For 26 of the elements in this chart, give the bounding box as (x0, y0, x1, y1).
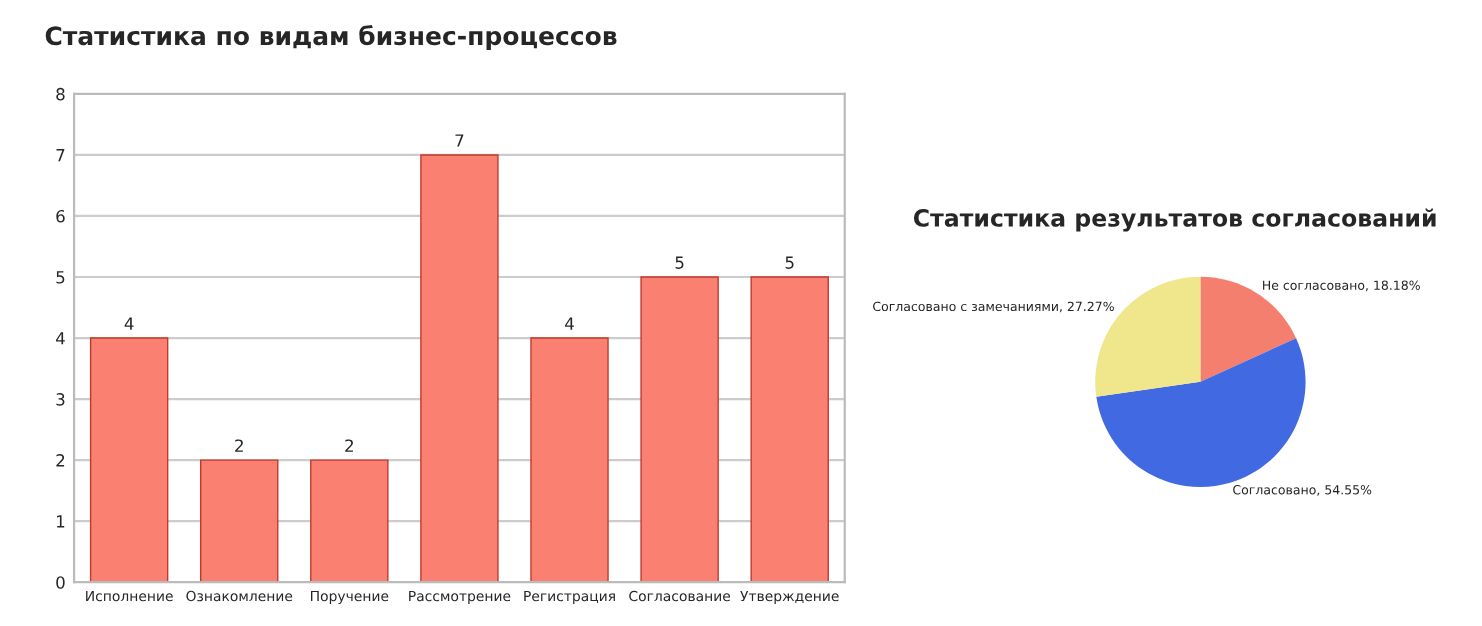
data-label: 4 (124, 317, 134, 330)
bar (420, 154, 499, 583)
y-tick-label: 1 (56, 515, 65, 528)
data-label: 2 (235, 439, 243, 452)
bar (89, 337, 169, 583)
y-tick-label: 4 (55, 332, 65, 345)
data-label: 5 (785, 256, 794, 269)
chart-title: Статистика по видам бизнес-процессов (45, 25, 617, 51)
data-label: 5 (675, 256, 684, 269)
y-tick-label: 8 (56, 87, 65, 101)
bar (530, 337, 609, 583)
y-tick-label: 5 (56, 271, 65, 284)
y-tick-label: 2 (56, 454, 65, 467)
bar (200, 459, 279, 583)
pie-slice (1096, 338, 1306, 488)
data-label: 2 (345, 439, 353, 452)
bar (640, 276, 719, 583)
y-tick-label: 0 (56, 576, 65, 589)
chart-title: Статистика результатов согласований (913, 208, 1436, 232)
y-tick-label: 6 (56, 209, 65, 223)
bar (750, 276, 829, 583)
y-tick-label: 3 (56, 393, 65, 406)
data-label: 7 (455, 134, 464, 147)
y-tick-label: 7 (56, 149, 65, 162)
data-label: 4 (565, 317, 574, 330)
bar (310, 459, 389, 583)
